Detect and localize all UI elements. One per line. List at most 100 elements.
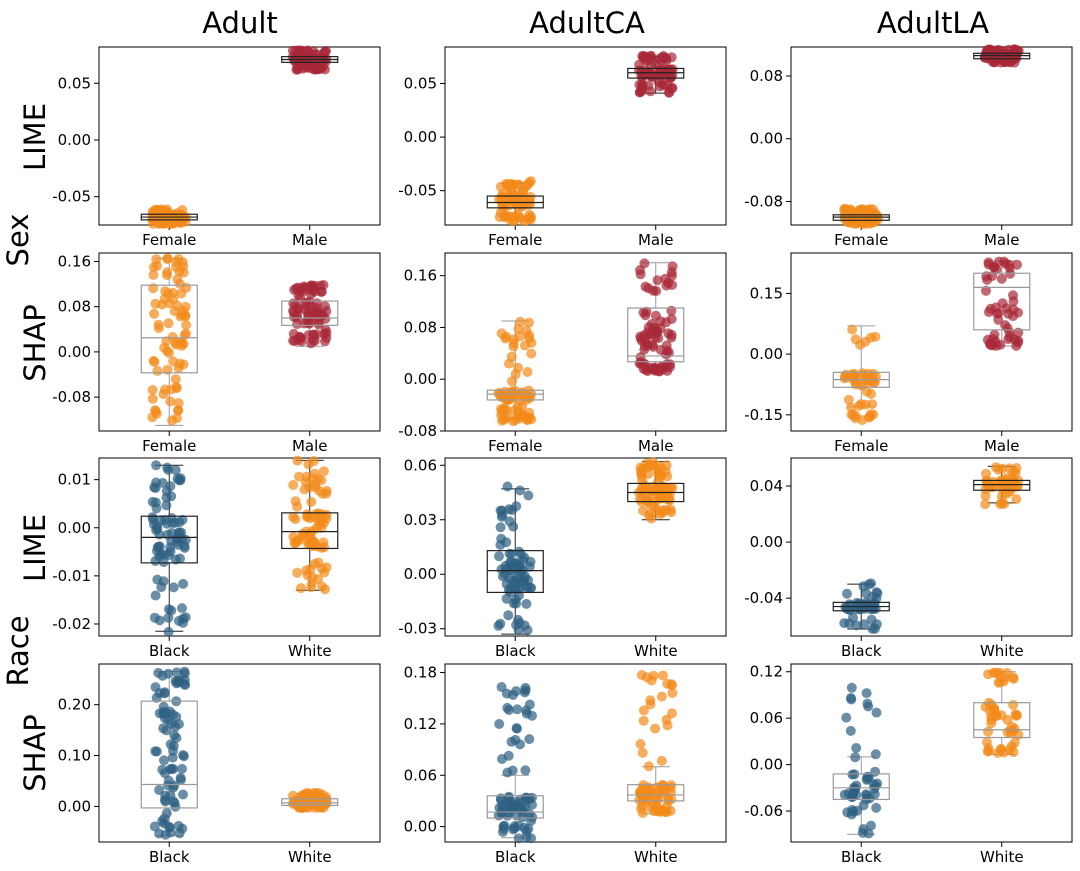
data-point-female xyxy=(500,333,511,344)
data-point-female xyxy=(173,398,184,409)
data-point-female xyxy=(174,266,185,277)
x-tick-label-black: Black xyxy=(495,848,536,866)
data-point-black xyxy=(527,710,537,721)
data-point-female xyxy=(180,301,191,312)
x-tick-label-black: Black xyxy=(841,848,882,866)
data-point-black xyxy=(501,537,512,548)
data-point-black xyxy=(149,482,160,493)
x-tick-label-female: Female xyxy=(488,231,542,249)
row-title-sex-lime: LIME xyxy=(18,103,52,171)
row-title-sex-shap: SHAP xyxy=(18,304,52,382)
panel-adultla-race-shap: -0.06 0.00 0.06 0.12 Black White xyxy=(744,663,1073,866)
data-point-black xyxy=(525,582,536,593)
data-point-black xyxy=(163,464,174,475)
panel-adultla-sex-lime: -0.08 0.00 0.08 Female Male xyxy=(744,44,1073,249)
data-point-male xyxy=(1005,332,1015,342)
panel-adultca-sex-shap: -0.08 0.00 0.08 0.16 Female Male xyxy=(398,252,727,455)
data-point-female xyxy=(151,254,162,265)
data-point-white xyxy=(318,537,329,548)
axes-frame xyxy=(98,663,381,843)
data-point-white xyxy=(649,502,660,512)
data-point-black xyxy=(851,620,862,631)
column-title-adult: Adult xyxy=(202,6,278,40)
x-tick-label-female: Female xyxy=(142,437,196,455)
data-point-white xyxy=(662,471,673,482)
data-point-male xyxy=(1013,307,1024,318)
data-point-black xyxy=(513,833,524,844)
x-tick-label-male: Male xyxy=(638,231,674,249)
data-point-black xyxy=(503,610,514,621)
data-point-black xyxy=(853,599,864,610)
data-point-black xyxy=(161,808,172,819)
y-tick-label: -0.08 xyxy=(398,422,437,440)
group-title-sex: Sex xyxy=(1,214,35,267)
data-point-black xyxy=(178,750,188,761)
data-point-white xyxy=(288,480,299,490)
data-point-black xyxy=(178,789,188,800)
data-point-male xyxy=(983,257,994,268)
data-point-white xyxy=(637,747,648,758)
data-point-female xyxy=(524,317,534,328)
data-point-black xyxy=(512,704,523,715)
data-point-black xyxy=(866,820,876,831)
data-point-male xyxy=(666,305,677,316)
data-point-white xyxy=(294,471,305,482)
data-point-male xyxy=(311,329,322,340)
y-tick-label: 0.06 xyxy=(404,456,437,474)
data-point-black xyxy=(871,802,882,813)
y-tick-label: 0.03 xyxy=(404,511,437,529)
data-point-white xyxy=(983,726,994,737)
data-point-white xyxy=(319,567,330,578)
data-point-black xyxy=(858,581,869,592)
y-tick-label: -0.08 xyxy=(52,388,91,406)
data-point-black xyxy=(493,620,504,631)
data-point-female xyxy=(172,274,183,285)
data-point-white xyxy=(296,583,306,594)
data-point-female xyxy=(857,415,868,426)
data-point-black xyxy=(151,692,162,703)
row-title-race-shap: SHAP xyxy=(18,714,52,792)
x-tick-label-male: Male xyxy=(292,437,328,455)
box-male xyxy=(281,300,339,326)
data-point-female xyxy=(524,333,535,344)
y-tick-label: -0.03 xyxy=(398,620,437,638)
data-point-white xyxy=(656,755,667,766)
x-tick-label-white: White xyxy=(288,848,332,866)
data-point-black xyxy=(511,723,522,734)
x-tick-label-male: Male xyxy=(984,231,1020,249)
y-tick-label: 0.12 xyxy=(750,663,783,681)
data-point-male xyxy=(984,338,995,349)
data-point-black xyxy=(171,667,182,678)
data-point-female xyxy=(495,181,506,192)
data-point-female xyxy=(840,204,851,215)
data-point-female xyxy=(513,410,524,420)
panel-adult-sex-shap: -0.08 0.00 0.08 0.16 Female Male xyxy=(52,252,381,455)
data-point-black xyxy=(165,481,176,492)
data-point-female xyxy=(153,319,164,330)
data-point-female xyxy=(850,334,861,345)
data-point-white xyxy=(638,784,649,795)
data-point-male xyxy=(306,338,316,349)
group-title-race: Race xyxy=(1,615,35,686)
box-black xyxy=(486,795,544,819)
box-black xyxy=(486,550,544,594)
data-point-white xyxy=(667,688,678,698)
y-tick-label: 0.04 xyxy=(750,477,783,495)
data-point-black xyxy=(508,690,518,700)
data-point-black xyxy=(842,588,852,599)
data-point-black xyxy=(847,789,858,800)
x-tick-label-black: Black xyxy=(149,642,190,660)
y-tick-label: 0.00 xyxy=(58,343,91,361)
data-point-female xyxy=(526,348,537,359)
data-point-white xyxy=(645,699,656,710)
axes-frame xyxy=(444,663,727,843)
axes-frame xyxy=(98,252,381,432)
data-point-black xyxy=(154,785,165,795)
data-point-black xyxy=(871,707,882,718)
data-point-black xyxy=(170,465,181,476)
data-point-white xyxy=(662,720,673,731)
data-point-black xyxy=(846,682,857,693)
data-point-white xyxy=(318,466,329,477)
data-point-male xyxy=(996,273,1007,284)
